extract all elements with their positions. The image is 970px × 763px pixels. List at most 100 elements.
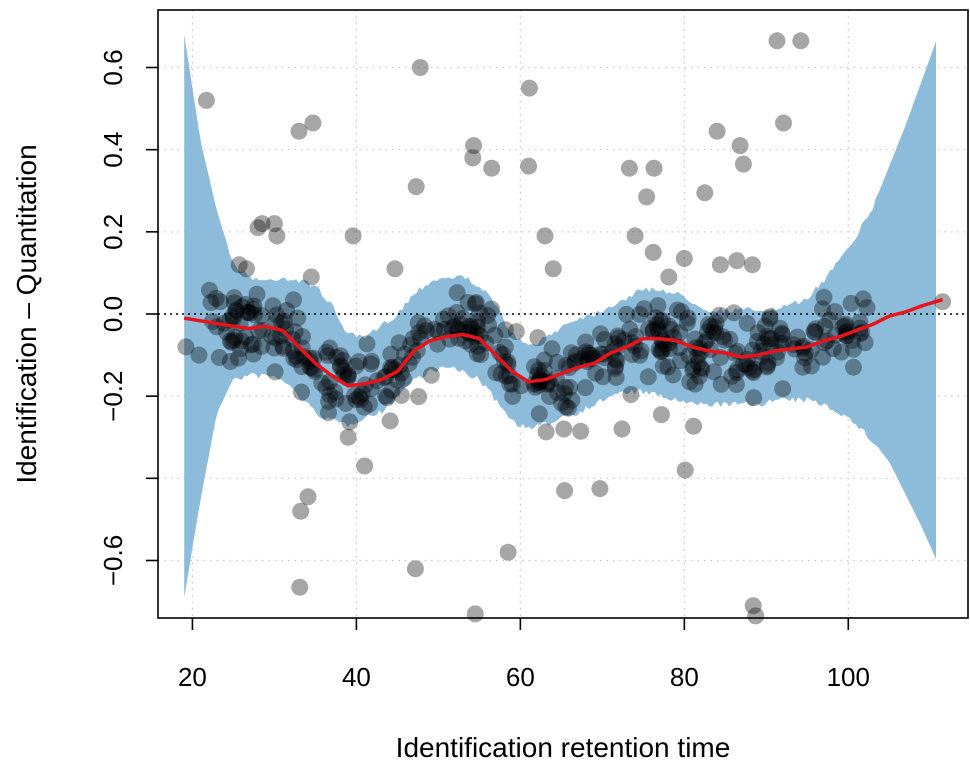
data-point — [618, 305, 635, 323]
data-point — [775, 114, 792, 132]
data-point — [225, 294, 243, 312]
data-point — [689, 347, 707, 365]
data-point — [223, 334, 241, 351]
data-point — [404, 330, 422, 347]
data-point — [327, 390, 345, 408]
data-point — [275, 312, 293, 330]
data-point — [536, 227, 554, 245]
data-point — [361, 395, 378, 413]
data-point — [331, 358, 349, 376]
data-point — [290, 122, 308, 140]
data-point — [607, 357, 624, 375]
data-point — [747, 607, 765, 625]
data-point — [268, 227, 286, 245]
data-point — [644, 321, 662, 339]
data-point — [821, 311, 839, 329]
data-point — [285, 349, 303, 367]
data-point — [768, 32, 786, 50]
data-point — [832, 343, 850, 361]
data-point — [684, 361, 702, 379]
data-point — [289, 309, 307, 327]
data-point — [232, 332, 250, 350]
data-point — [295, 348, 313, 366]
data-point — [659, 358, 677, 376]
data-point — [836, 317, 854, 335]
data-point — [728, 364, 746, 381]
data-point — [278, 302, 296, 319]
data-point — [301, 352, 319, 370]
data-point — [244, 335, 262, 353]
data-point — [826, 303, 844, 321]
data-point — [639, 368, 657, 386]
data-point — [842, 294, 860, 312]
data-point — [492, 365, 510, 383]
data-point — [748, 333, 766, 350]
data-point — [934, 293, 952, 311]
data-point — [245, 345, 262, 363]
data-point — [448, 304, 466, 321]
data-point — [806, 323, 824, 341]
data-point — [580, 346, 598, 364]
y-tick-label: −0.2 — [98, 370, 128, 421]
data-point — [755, 335, 773, 353]
data-point — [221, 332, 239, 350]
data-point — [483, 159, 501, 177]
data-point — [622, 386, 640, 403]
data-point — [556, 482, 574, 500]
data-point — [207, 289, 225, 307]
data-point — [501, 375, 519, 393]
data-point — [652, 406, 670, 424]
data-point — [592, 325, 610, 343]
data-point — [696, 334, 714, 351]
data-point — [652, 343, 670, 360]
data-point — [299, 488, 317, 506]
data-point — [288, 351, 306, 369]
data-point — [464, 320, 481, 338]
data-point — [684, 358, 702, 376]
data-point — [744, 597, 762, 615]
data-point — [392, 364, 410, 382]
data-point — [699, 323, 716, 341]
data-point — [233, 298, 251, 316]
y-axis-title: Identification – Quantitation — [11, 144, 42, 483]
data-point — [245, 297, 263, 315]
data-point — [650, 340, 668, 358]
data-point — [227, 301, 245, 319]
x-axis: 20 40 60 80 100 — [178, 618, 870, 692]
data-point — [672, 303, 690, 321]
data-point — [671, 324, 689, 342]
data-point — [471, 327, 489, 345]
y-tick-label: 0.2 — [98, 214, 128, 250]
data-point — [696, 184, 714, 202]
data-point — [535, 351, 553, 369]
data-point — [654, 357, 672, 375]
data-point — [644, 322, 662, 340]
data-point — [707, 324, 725, 342]
data-point — [210, 349, 228, 366]
data-point — [763, 330, 780, 347]
data-point — [225, 289, 243, 307]
data-point — [727, 376, 745, 393]
data-point — [334, 351, 352, 369]
data-point — [461, 317, 479, 335]
data-point — [721, 330, 739, 348]
data-point — [462, 318, 480, 336]
data-point — [576, 379, 594, 397]
data-point — [577, 333, 595, 351]
confidence-band — [184, 34, 936, 598]
data-point — [454, 310, 472, 327]
data-point — [702, 318, 720, 336]
data-point — [774, 380, 792, 398]
data-point — [563, 391, 581, 409]
x-tick-label: 80 — [670, 662, 699, 692]
data-point — [472, 346, 490, 364]
data-point — [651, 312, 669, 330]
data-point — [638, 188, 656, 206]
data-point — [664, 366, 682, 384]
data-point — [268, 306, 286, 324]
data-point — [471, 304, 489, 322]
data-point — [358, 335, 376, 353]
data-point — [468, 318, 486, 336]
data-point — [767, 349, 785, 367]
